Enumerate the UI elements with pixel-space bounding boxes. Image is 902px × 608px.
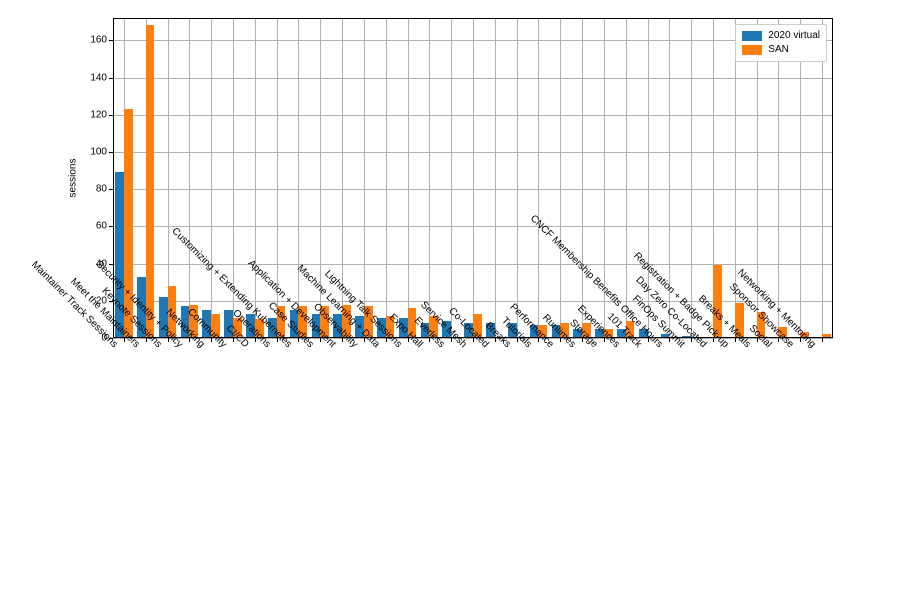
legend-row: SAN <box>742 43 820 57</box>
legend-swatch <box>742 45 762 55</box>
legend: 2020 virtualSAN <box>735 24 827 62</box>
grid-line-v <box>451 18 452 338</box>
ytick-label: 120 <box>90 109 113 120</box>
grid-line-v <box>298 18 299 338</box>
plot-area: 020406080100120140160Maintainer Track Se… <box>113 18 833 338</box>
legend-label: SAN <box>768 43 789 57</box>
legend-swatch <box>742 31 762 41</box>
axis-spine <box>832 18 833 338</box>
axis-spine <box>113 18 114 338</box>
grid-line-v <box>538 18 539 338</box>
grid-line-v <box>429 18 430 338</box>
axis-spine <box>113 18 833 19</box>
grid-line-v <box>473 18 474 338</box>
ytick-label: 60 <box>96 221 113 232</box>
ytick-label: 140 <box>90 72 113 83</box>
grid-line-v <box>386 18 387 338</box>
grid-line-v <box>582 18 583 338</box>
grid-line-v <box>517 18 518 338</box>
grid-line-v <box>189 18 190 338</box>
ytick-label: 100 <box>90 146 113 157</box>
ytick-label: 80 <box>96 184 113 195</box>
bar <box>146 25 155 338</box>
grid-line-v <box>778 18 779 338</box>
grid-line-v <box>408 18 409 338</box>
grid-line-v <box>822 18 823 338</box>
axis-spine <box>113 337 833 338</box>
chart-container: 020406080100120140160Maintainer Track Se… <box>0 0 902 608</box>
grid-line-v <box>691 18 692 338</box>
grid-line-v <box>364 18 365 338</box>
grid-line-v <box>211 18 212 338</box>
legend-label: 2020 virtual <box>768 29 820 43</box>
grid-line-v <box>255 18 256 338</box>
grid-line-v <box>800 18 801 338</box>
grid-line-v <box>560 18 561 338</box>
grid-line-v <box>626 18 627 338</box>
y-axis-label: sessions <box>68 159 79 198</box>
grid-line-v <box>495 18 496 338</box>
legend-row: 2020 virtual <box>742 29 820 43</box>
ytick-label: 160 <box>90 35 113 46</box>
